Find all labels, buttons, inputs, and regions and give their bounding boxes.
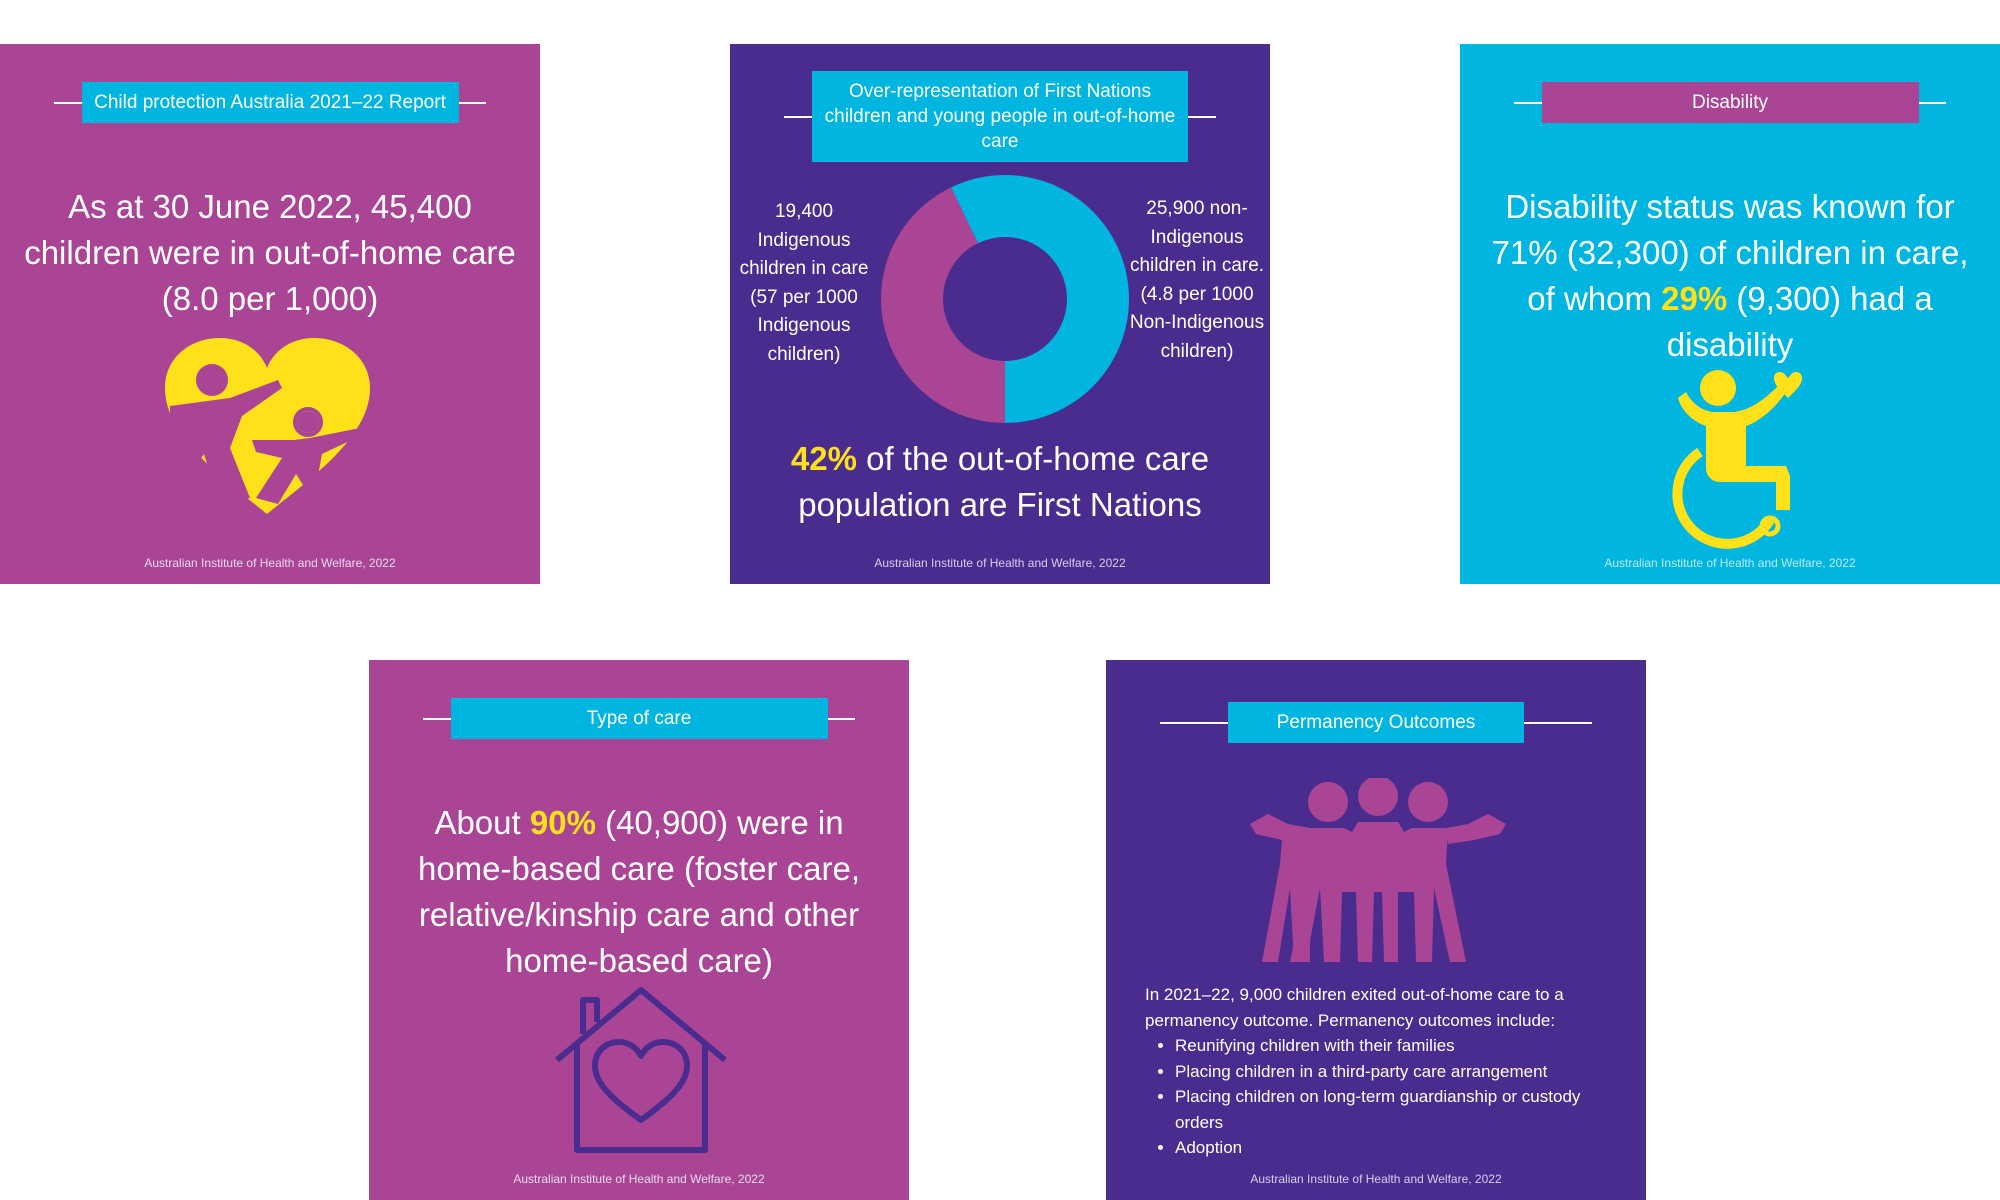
statistic-text-end: (9,300) had a disability (1666, 280, 1933, 363)
source-note: Australian Institute of Health and Welfa… (874, 556, 1126, 570)
card-title: Child protection Australia 2021–22 Repor… (81, 82, 459, 123)
statistic-text: Disability status was known for 71% (32,… (1491, 188, 1969, 317)
card-statistic: 42% of the out-of-home care population a… (750, 436, 1250, 528)
donut-slice-non-indigenous (951, 175, 1129, 423)
non-indigenous-label: 25,900 non-Indigenous children in care. … (1129, 198, 1265, 362)
list-item: Reunifying children with their families (1175, 1033, 1626, 1059)
source-note: Australian Institute of Health and Welfa… (1250, 1172, 1502, 1186)
highlight-percent: 42% (790, 440, 857, 477)
card-statistic: About 90% (40,900) were in home-based ca… (389, 800, 889, 984)
card-statistic: Disability status was known for 71% (32,… (1480, 184, 1980, 368)
permanency-intro: In 2021–22, 9,000 children exited out-of… (1145, 985, 1564, 1030)
card-permanency: Permanency Outcomes In 2021–22, 9,000 ch… (1106, 660, 1646, 1200)
source-note: Australian Institute of Health and Welfa… (144, 556, 396, 570)
highlight-percent: 90% (529, 804, 596, 841)
source-note: Australian Institute of Health and Welfa… (1604, 556, 1856, 570)
card-title: Over-representation of First Nations chi… (812, 71, 1188, 162)
wheelchair-icon (1672, 370, 1802, 549)
card-title-bar: Child protection Australia 2021–22 Repor… (54, 82, 486, 123)
card-first-nations: Over-representation of First Nations chi… (730, 44, 1270, 584)
statistic-text-end: (40,900) were in home-based care (foster… (417, 804, 861, 979)
card-title: Permanency Outcomes (1228, 702, 1524, 743)
card-disability: Disability Disability status was known f… (1460, 44, 2000, 584)
donut-chart (881, 175, 1129, 423)
list-item: Placing children in a third-party care a… (1175, 1059, 1626, 1085)
highlight-percent: 29% (1661, 280, 1728, 317)
source-note: Australian Institute of Health and Welfa… (513, 1172, 765, 1186)
card-title: Disability (1541, 82, 1919, 123)
card-title: Type of care (450, 698, 828, 739)
card-type-of-care: Type of care About 90% (40,900) were in … (369, 660, 909, 1200)
statistic-text: About (434, 804, 530, 841)
card-title-bar: Type of care (423, 698, 855, 739)
card-title-bar: Over-representation of First Nations chi… (784, 71, 1216, 162)
permanency-text: In 2021–22, 9,000 children exited out-of… (1145, 982, 1626, 1161)
card-out-of-home-care: Child protection Australia 2021–22 Repor… (0, 44, 540, 584)
statistic-text: of the out-of-home care population are F… (798, 440, 1210, 523)
indigenous-label: 19,400 Indigenous children in care (57 p… (739, 201, 869, 365)
group-people-icon (1250, 778, 1506, 962)
heart-family-icon (165, 338, 370, 514)
list-item: Adoption (1175, 1135, 1626, 1161)
card-statistic: As at 30 June 2022, 45,400 children were… (24, 188, 516, 317)
card-title-bar: Permanency Outcomes (1160, 702, 1592, 743)
donut-slice-indigenous (881, 187, 1005, 423)
card-title-bar: Disability (1514, 82, 1946, 123)
list-item: Placing children on long-term guardiansh… (1175, 1084, 1626, 1135)
house-heart-icon (555, 987, 727, 1153)
permanency-list: Reunifying children with their families … (1145, 1033, 1626, 1161)
